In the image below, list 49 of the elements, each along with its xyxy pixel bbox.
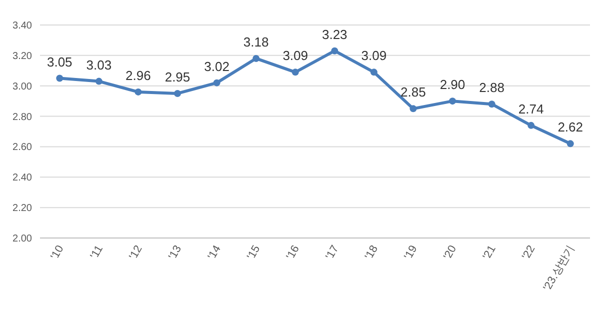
y-tick-label: 3.40 bbox=[12, 20, 32, 32]
x-tick-label: '11 bbox=[88, 244, 106, 262]
point bbox=[370, 68, 378, 76]
point bbox=[528, 122, 535, 129]
text: 2.90 bbox=[440, 77, 466, 92]
text: 3.02 bbox=[204, 58, 230, 74]
y-tick-label: 2.80 bbox=[12, 112, 32, 123]
point bbox=[56, 74, 64, 82]
x-tick-label: '18 bbox=[362, 244, 381, 262]
point bbox=[410, 105, 417, 112]
point bbox=[252, 54, 260, 62]
point bbox=[292, 68, 299, 76]
x-tick-label: '22 bbox=[520, 244, 538, 262]
point bbox=[488, 100, 496, 108]
point bbox=[213, 79, 220, 86]
point bbox=[95, 78, 102, 85]
text: 3.23 bbox=[322, 26, 348, 42]
x-tick-label: '20 bbox=[442, 244, 460, 262]
y-tick-label: 2.20 bbox=[12, 203, 32, 214]
x-tick-label: '12 bbox=[127, 244, 145, 262]
y-tick-label: 3.20 bbox=[12, 50, 32, 62]
y-tick-label: 2.40 bbox=[12, 172, 32, 184]
x-tick-label: '19 bbox=[402, 244, 420, 262]
text: 2.74 bbox=[518, 101, 544, 116]
x-tick-label: '14 bbox=[206, 244, 224, 262]
x-tick-label: '16 bbox=[284, 244, 302, 262]
x-tick-label: '10 bbox=[48, 244, 66, 262]
text: 2.88 bbox=[479, 80, 504, 96]
text: 2.96 bbox=[126, 68, 151, 83]
x-tick-label: '15 bbox=[245, 244, 263, 262]
text: 2.85 bbox=[400, 84, 426, 100]
text: 2.62 bbox=[558, 120, 584, 135]
y-tick-label: 2.00 bbox=[12, 234, 32, 244]
y-tick-label: 2.60 bbox=[12, 142, 32, 154]
x-tick-label: '21 bbox=[480, 244, 498, 262]
text: 3.18 bbox=[243, 34, 269, 50]
text: 3.03 bbox=[86, 57, 112, 72]
y-tick-label: 3.00 bbox=[12, 81, 32, 92]
point bbox=[134, 88, 142, 96]
text: 3.09 bbox=[282, 48, 308, 64]
text: 3.05 bbox=[46, 54, 72, 70]
point bbox=[174, 90, 181, 97]
text: 3.09 bbox=[361, 48, 387, 64]
text: 2.95 bbox=[164, 69, 190, 84]
point bbox=[566, 140, 574, 148]
point bbox=[449, 98, 456, 105]
x-tick-label: '13 bbox=[166, 244, 184, 262]
x-tick-label: '17 bbox=[324, 244, 342, 262]
point bbox=[331, 47, 338, 54]
